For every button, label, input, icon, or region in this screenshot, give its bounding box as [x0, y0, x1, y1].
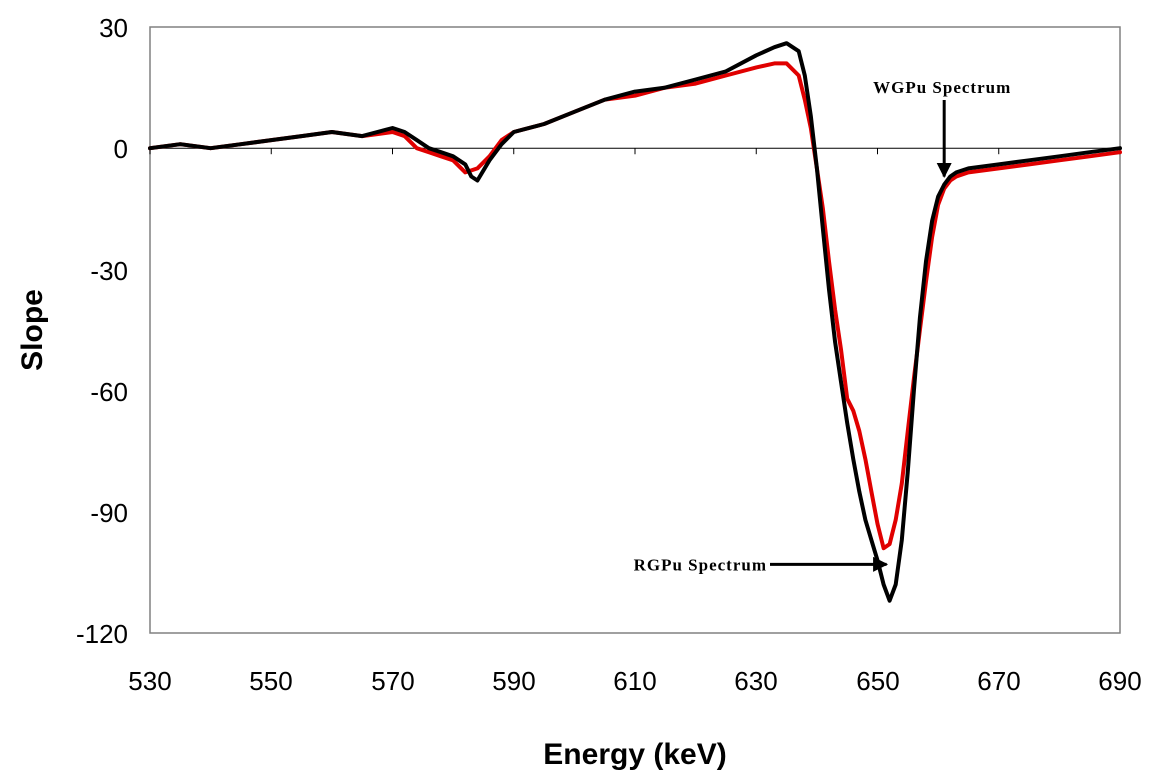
plot-area [149, 26, 1121, 634]
x-tick-label: 550 [249, 666, 292, 696]
y-axis-tick-labels: 30 0 -30 -60 -90 -120 [76, 13, 128, 649]
y-tick-label: -30 [90, 256, 128, 286]
annotation-layer: WGPu Spectrum RGPu Spectrum [634, 78, 1011, 574]
y-tick-label: 0 [114, 134, 128, 164]
x-axis-title: Energy (keV) [543, 738, 726, 771]
x-tick-label: 530 [128, 666, 171, 696]
y-tick-label: 30 [99, 13, 128, 43]
x-tick-label: 610 [613, 666, 656, 696]
x-tick-label: 670 [977, 666, 1020, 696]
y-tick-label: -120 [76, 619, 128, 649]
x-tick-label: 630 [734, 666, 777, 696]
annotation-label: WGPu Spectrum [873, 78, 1011, 97]
y-tick-label: -90 [90, 498, 128, 528]
x-tick-label: 650 [856, 666, 899, 696]
x-tick-label: 690 [1098, 666, 1141, 696]
x-tick-label: 570 [371, 666, 414, 696]
series-line-1 [148, 61, 1122, 551]
annotation-label: RGPu Spectrum [634, 555, 767, 574]
x-axis-tick-labels: 530 550 570 590 610 630 650 670 690 [128, 666, 1141, 696]
y-tick-label: -60 [90, 377, 128, 407]
series-line-2 [148, 41, 1122, 603]
series-layer [148, 41, 1122, 603]
x-tick-label: 590 [492, 666, 535, 696]
y-axis-title: Slope [16, 289, 49, 371]
